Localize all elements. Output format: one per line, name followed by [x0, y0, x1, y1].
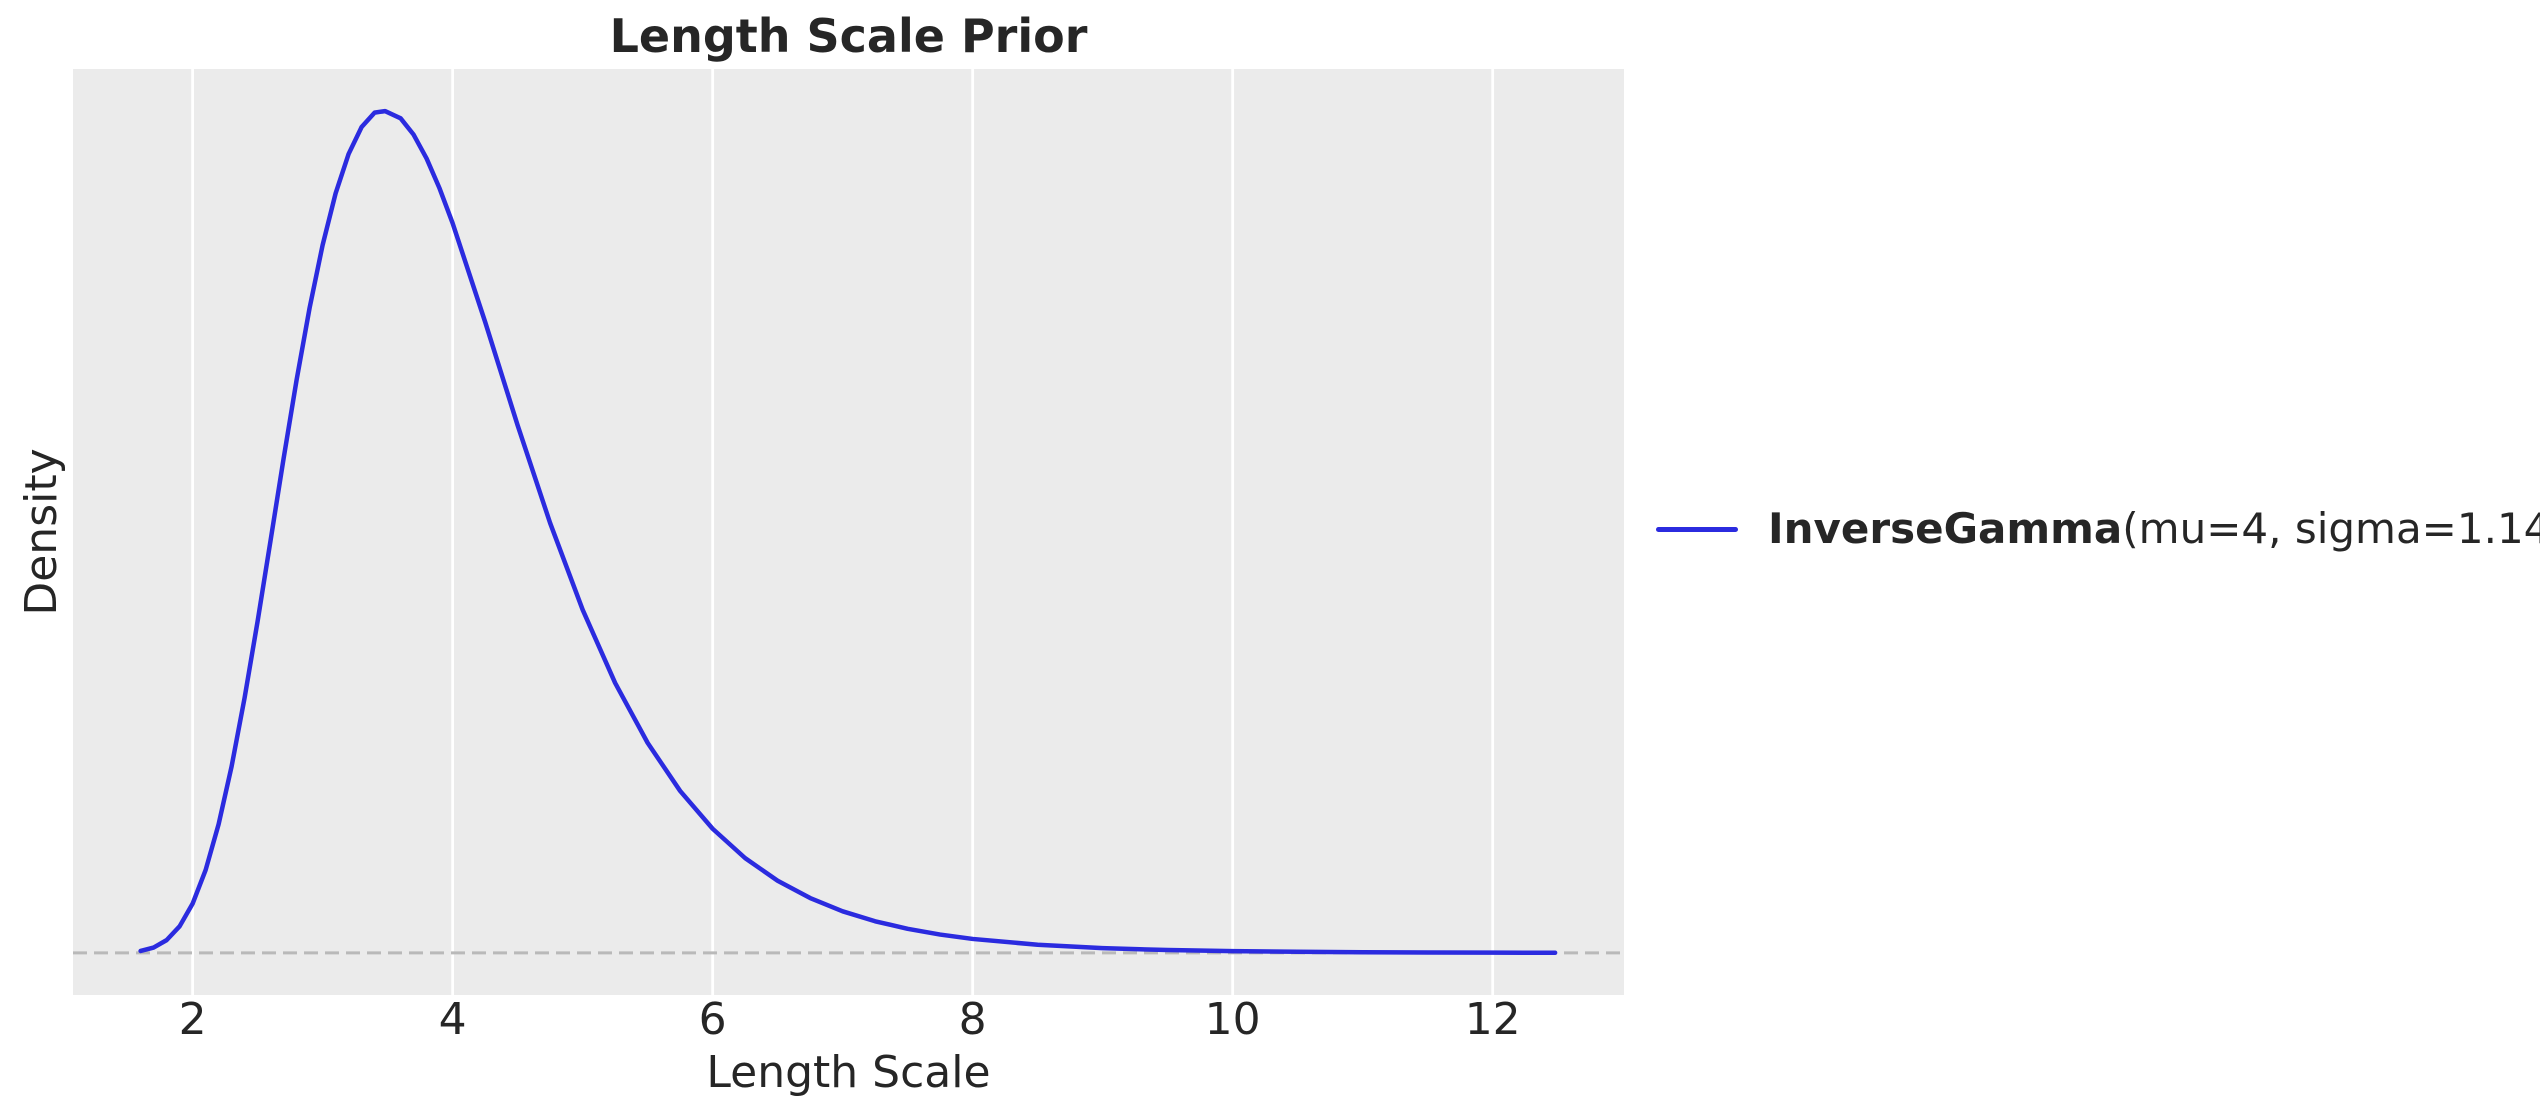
- x-axis-label: Length Scale: [706, 1047, 991, 1098]
- plot-svg: [73, 69, 1624, 995]
- legend-label-distribution: InverseGamma: [1768, 504, 2123, 553]
- y-axis-label: Density: [16, 448, 67, 616]
- x-tick-label-6: 6: [698, 994, 727, 1045]
- x-tick-label-8: 8: [958, 994, 987, 1045]
- x-tick-label-4: 4: [438, 994, 467, 1045]
- x-tick-label-10: 10: [1204, 994, 1261, 1045]
- chart-title: Length Scale Prior: [609, 9, 1088, 63]
- density-curve: [138, 108, 1558, 955]
- x-tick-label-2: 2: [178, 994, 207, 1045]
- legend-label-params: (mu=4, sigma=1.14): [2122, 504, 2540, 553]
- legend-line-swatch: [1656, 526, 1738, 532]
- legend-label: InverseGamma(mu=4, sigma=1.14): [1768, 504, 2540, 554]
- legend: InverseGamma(mu=4, sigma=1.14): [1656, 504, 2540, 554]
- plot-area: [73, 69, 1624, 995]
- x-tick-label-12: 12: [1464, 994, 1521, 1045]
